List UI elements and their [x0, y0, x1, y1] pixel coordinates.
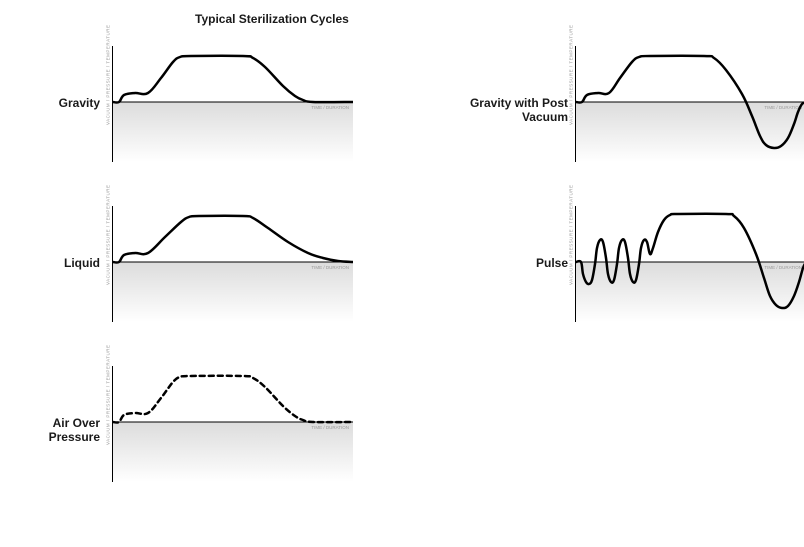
x-axis-label: TIME / DURATION	[311, 105, 349, 110]
panel-label-liquid: Liquid	[5, 256, 100, 270]
cycle-curve-air-over-pressure	[113, 376, 353, 423]
page-title: Typical Sterilization Cycles	[195, 12, 349, 26]
x-axis-label: TIME / DURATION	[764, 265, 802, 270]
chart-pulse: VACUUM / PRESSURE / TEMPERATURETIME / DU…	[575, 206, 804, 322]
chart-fill	[113, 422, 353, 482]
x-axis-label: TIME / DURATION	[764, 105, 802, 110]
chart-svg-gravity-post-vacuum: TIME / DURATION	[576, 46, 804, 162]
chart-fill	[113, 102, 353, 162]
chart-air-over-pressure: VACUUM / PRESSURE / TEMPERATURETIME / DU…	[112, 366, 352, 482]
panel-label-gravity-post-vacuum: Gravity with Post Vacuum	[422, 96, 568, 124]
chart-svg-pulse: TIME / DURATION	[576, 206, 804, 322]
chart-fill	[113, 262, 353, 322]
y-axis-label: VACUUM / PRESSURE / TEMPERATURE	[104, 208, 112, 262]
chart-fill	[576, 102, 804, 162]
panel-label-gravity: Gravity	[5, 96, 100, 110]
cycle-curve-gravity	[113, 56, 353, 103]
chart-gravity: VACUUM / PRESSURE / TEMPERATURETIME / DU…	[112, 46, 352, 162]
y-axis-label: VACUUM / PRESSURE / TEMPERATURE	[104, 368, 112, 422]
y-axis-label: VACUUM / PRESSURE / TEMPERATURE	[567, 48, 575, 102]
x-axis-label: TIME / DURATION	[311, 265, 349, 270]
cycle-curve-liquid	[113, 216, 353, 263]
panel-label-pulse: Pulse	[495, 256, 568, 270]
panel-label-air-over-pressure: Air Over Pressure	[5, 416, 100, 444]
y-axis-label: VACUUM / PRESSURE / TEMPERATURE	[567, 208, 575, 262]
chart-gravity-post-vacuum: VACUUM / PRESSURE / TEMPERATURETIME / DU…	[575, 46, 804, 162]
x-axis-label: TIME / DURATION	[311, 425, 349, 430]
chart-svg-air-over-pressure: TIME / DURATION	[113, 366, 353, 482]
chart-svg-liquid: TIME / DURATION	[113, 206, 353, 322]
chart-liquid: VACUUM / PRESSURE / TEMPERATURETIME / DU…	[112, 206, 352, 322]
chart-svg-gravity: TIME / DURATION	[113, 46, 353, 162]
y-axis-label: VACUUM / PRESSURE / TEMPERATURE	[104, 48, 112, 102]
chart-fill	[576, 262, 804, 322]
